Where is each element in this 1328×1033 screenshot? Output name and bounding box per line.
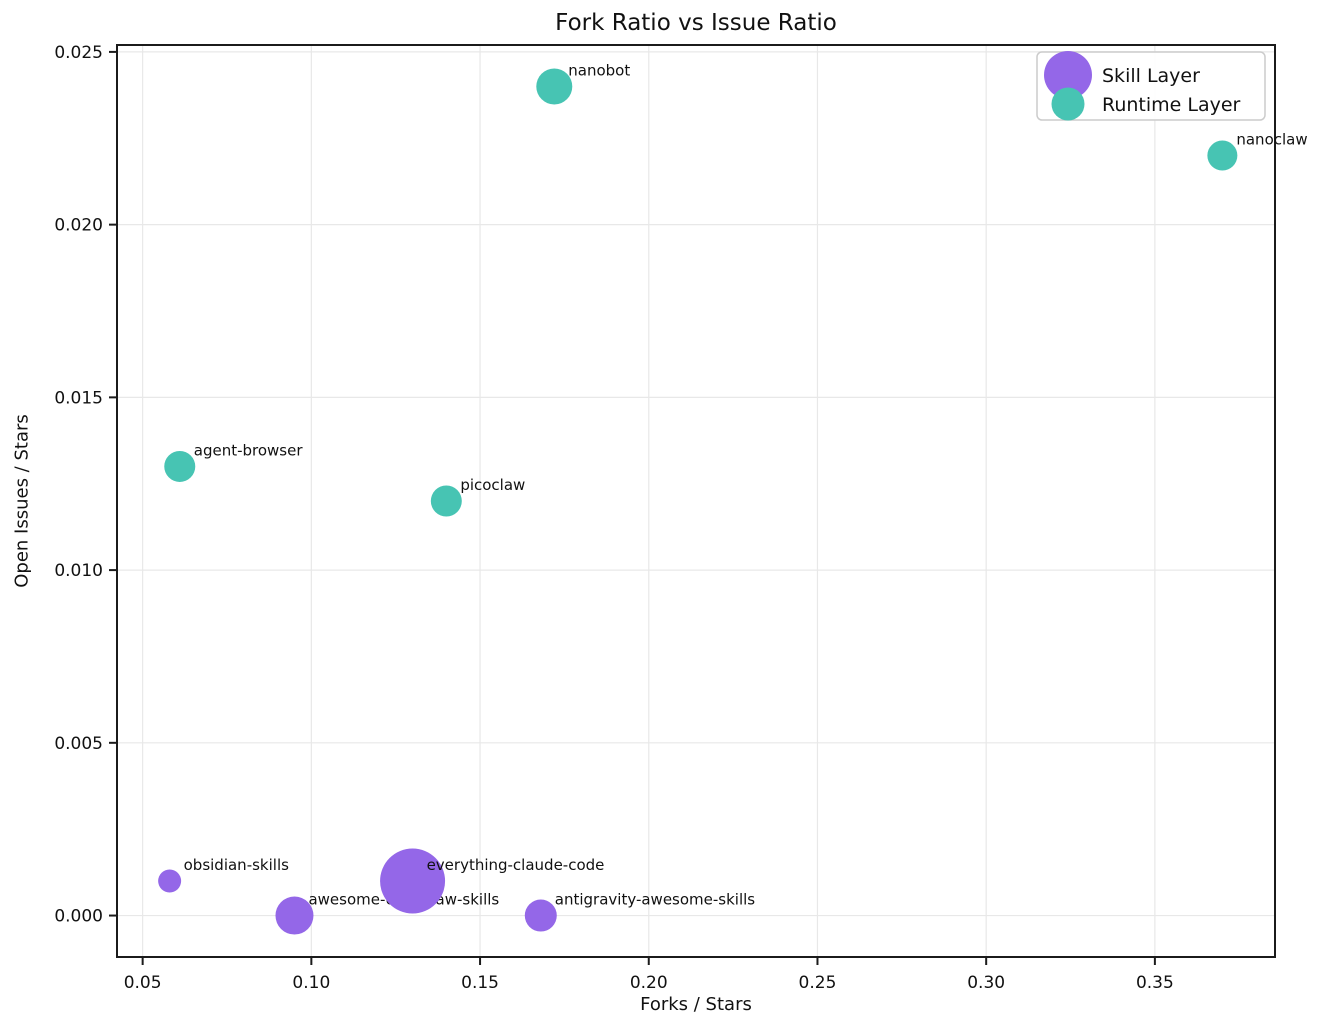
point-nanoclaw (1207, 140, 1238, 171)
legend-marker-skill-layer (1044, 51, 1092, 99)
legend-marker-runtime-layer (1051, 87, 1085, 121)
point-everything-claude-code (380, 848, 446, 914)
point-obsidian-skills (158, 869, 182, 893)
point-annotation-antigravity-awesome-skills: antigravity-awesome-skills (555, 891, 756, 909)
x-tick-label: 0.20 (630, 973, 668, 993)
y-tick-label: 0.000 (54, 907, 103, 927)
y-tick-label: 0.025 (54, 43, 103, 63)
legend-box (1036, 51, 1266, 121)
legend-label-runtime-layer: Runtime Layer (1102, 94, 1241, 116)
y-tick-label: 0.010 (54, 561, 103, 581)
x-tick-label: 0.35 (1136, 973, 1174, 993)
y-tick-label: 0.020 (54, 216, 103, 236)
point-awesome-openclaw-skills (275, 896, 314, 935)
point-nanobot (536, 68, 573, 105)
y-tick-label: 0.005 (54, 734, 103, 754)
point-annotation-agent-browser: agent-browser (194, 441, 304, 459)
point-annotation-picoclaw: picoclaw (460, 476, 525, 494)
plot-border (116, 44, 1276, 958)
point-annotation-everything-claude-code: everything-claude-code (427, 856, 605, 874)
x-tick-label: 0.30 (967, 973, 1005, 993)
x-tick-label: 0.10 (292, 973, 330, 993)
chart-title: Fork Ratio vs Issue Ratio (555, 10, 837, 36)
point-annotation-obsidian-skills: obsidian-skills (184, 856, 289, 874)
y-tick-label: 0.015 (54, 388, 103, 408)
point-agent-browser (164, 450, 196, 482)
legend-label-skill-layer: Skill Layer (1102, 65, 1200, 87)
point-picoclaw (430, 485, 462, 517)
y-axis-label: Open Issues / Stars (11, 414, 33, 588)
point-annotation-nanobot: nanobot (568, 61, 630, 79)
point-annotation-nanoclaw: nanoclaw (1236, 131, 1307, 149)
x-tick-label: 0.05 (124, 973, 162, 993)
x-tick-label: 0.15 (461, 973, 499, 993)
point-antigravity-awesome-skills (524, 899, 557, 932)
x-tick-label: 0.25 (799, 973, 837, 993)
x-axis-label: Forks / Stars (640, 994, 752, 1015)
